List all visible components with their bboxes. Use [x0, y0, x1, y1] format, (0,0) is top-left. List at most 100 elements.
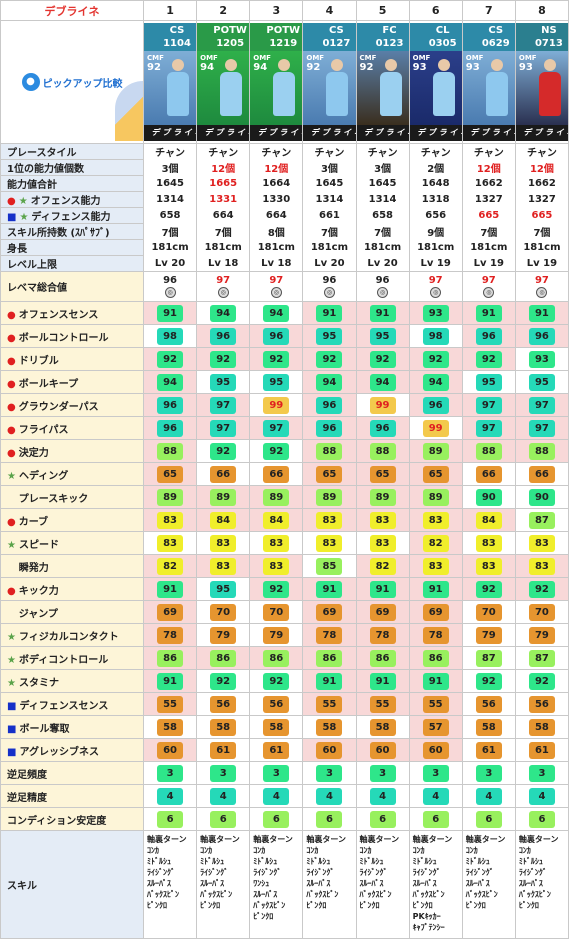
card-type: CS 0127: [303, 23, 355, 51]
card-type-label: POTW: [266, 25, 301, 36]
skill-list: 軸裏ターン ｺﾝｶ ﾐﾄﾞﾙｼｭ ﾗｲｼﾞﾝｸﾞ ｽﾙｰﾊﾟｽ ﾊﾞｯｸｽﾋﾟﾝ ﾋﾟﾝｸﾛ: [302, 830, 357, 939]
info-value: 3個: [142, 159, 198, 176]
stat-cell: 91: [302, 301, 357, 325]
info-value: 181cm: [355, 239, 410, 256]
stat-label: ● グラウンダーパス: [0, 393, 144, 417]
info-value: 181cm: [142, 239, 198, 256]
card-position: CMF: [359, 54, 377, 62]
stat-cell: 60: [302, 738, 357, 762]
stat-value: 66: [475, 465, 502, 483]
stat-cell: 95: [461, 370, 516, 394]
stat-cell: 97: [514, 393, 569, 417]
skill-item: 軸裏ターン: [306, 835, 346, 844]
player-image: OMF 94: [197, 51, 249, 125]
skill-item: ﾗｲｼﾞﾝｸﾞ: [465, 868, 494, 877]
stat-cell: 79: [196, 623, 251, 647]
card-code: 0123: [375, 38, 404, 49]
red-dot-icon: ●: [7, 332, 16, 344]
stat-cell: 61: [514, 738, 569, 762]
skill-item: ﾋﾟﾝｸﾛ: [359, 901, 380, 910]
card-type-label: NS: [541, 25, 557, 36]
stat-label: ● ボールキープ: [0, 370, 144, 394]
skill-item: ﾊﾞｯｸｽﾋﾟﾝ: [518, 890, 551, 899]
ball-icon: ◎: [430, 287, 442, 298]
stat-value: 93: [528, 350, 555, 368]
info-value: 1645: [302, 175, 357, 192]
info-value: 7個: [196, 223, 251, 240]
info-value: 181cm: [196, 239, 251, 256]
skill-item: ｺﾝｶ: [359, 846, 372, 855]
info-value: 7個: [514, 223, 569, 240]
card-rating: OMF 92: [306, 54, 324, 73]
stat-value: 91: [528, 304, 555, 322]
info-label: プレースタイル: [0, 143, 144, 160]
info-value: チャン: [142, 143, 198, 160]
misc-value: 4: [263, 787, 290, 805]
red-dot-icon: ●: [7, 447, 16, 459]
skill-item: ｺﾝｶ: [306, 846, 319, 855]
stat-row: ★ ボディコントロール 86 86 86 86 86 86 87 87: [0, 646, 569, 670]
stat-cell: 91: [302, 669, 357, 693]
stat-label: ★ ヘディング: [0, 462, 144, 486]
stat-cell: 83: [302, 531, 357, 555]
skill-item: ｺﾝｶ: [147, 846, 159, 855]
card-type-label: POTW: [213, 25, 247, 36]
card-code: 0629: [481, 38, 510, 49]
stat-cell: 91: [355, 577, 410, 601]
info-row: スキル所持数 (ｽﾊﾟｻﾌﾞ) 7個 7個 8個 7個 7個 9個 7個 7個: [0, 223, 569, 240]
stat-cell: 69: [408, 600, 463, 624]
card-type: CL 0305: [410, 23, 462, 51]
stat-cell: 83: [514, 531, 569, 555]
star-icon: ★: [18, 196, 28, 207]
stat-value: 61: [475, 741, 502, 759]
card-type-label: CS: [488, 25, 504, 36]
info-row: 能力値合計 1645 1665 1664 1645 1645 1648 1662 1662: [0, 175, 569, 192]
stat-value: 61: [263, 741, 290, 759]
info-value: 1314: [355, 191, 410, 208]
player-figure: [537, 59, 563, 117]
stat-value: 85: [316, 557, 343, 575]
red-dot-icon: ●: [7, 516, 16, 528]
stat-row: ● オフェンスセンス 91 94 94 91 91 93 91 91: [0, 301, 569, 325]
stat-value: 60: [157, 741, 184, 759]
stat-cell: 89: [142, 485, 198, 509]
stat-value: 86: [369, 649, 396, 667]
column-number: 4: [302, 0, 357, 21]
stat-value: 55: [316, 695, 343, 713]
misc-value: 6: [316, 810, 343, 828]
stat-value: 86: [210, 649, 237, 667]
rema-label: レベマ総合値: [0, 271, 144, 302]
stat-value: 97: [210, 396, 237, 414]
stat-value: 87: [528, 511, 555, 529]
stat-value: 66: [263, 465, 290, 483]
stat-value: 91: [475, 304, 502, 322]
info-value: 8個: [249, 223, 304, 240]
skill-item: ﾊﾞｯｸｽﾋﾟﾝ: [253, 901, 286, 910]
player-figure: [378, 59, 404, 117]
stat-cell: 79: [249, 623, 304, 647]
info-value: 1662: [514, 175, 569, 192]
pickup-compare[interactable]: ● ピックアップ比較: [1, 23, 143, 141]
stat-value: 90: [528, 488, 555, 506]
blue-square-icon: ■: [7, 723, 17, 735]
skill-item: ｽﾙｰﾊﾟｽ: [253, 890, 278, 899]
stat-cell: 91: [461, 301, 516, 325]
skill-item: ﾐﾄﾞﾙｼｭ: [359, 857, 384, 866]
info-label: 1位の能力値個数: [0, 159, 144, 176]
skill-item: ﾋﾟﾝｸﾛ: [306, 901, 327, 910]
card-type: FC 0123: [357, 23, 409, 51]
info-value: 1327: [461, 191, 516, 208]
stat-value: 58: [528, 718, 555, 736]
card-type: NS 0713: [516, 23, 568, 51]
stat-value: 86: [157, 649, 184, 667]
stat-value: 91: [422, 580, 449, 598]
